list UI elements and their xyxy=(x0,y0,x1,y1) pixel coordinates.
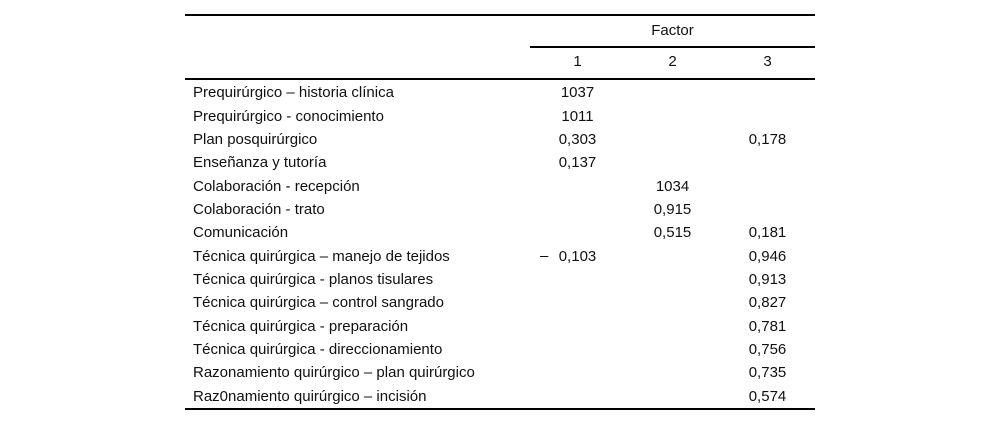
factor3-cell: 0,181 xyxy=(748,224,787,242)
table-top-rule xyxy=(185,14,815,16)
row-label: Colaboración - recepción xyxy=(193,177,360,195)
factor-spanner-rule xyxy=(530,46,815,48)
table-body: Prequirúrgico – historia clínica 1037 Pr… xyxy=(185,81,815,408)
factor3-cell: 0,574 xyxy=(748,387,787,405)
table-row: Colaboración - recepción 1034 xyxy=(185,174,815,197)
factor1-cell: 0,137 xyxy=(558,154,597,172)
row-label: Prequirúrgico - conocimiento xyxy=(193,107,384,125)
factor3-cell: 0,756 xyxy=(748,341,787,359)
row-label: Raz0namiento quirúrgico – incisión xyxy=(193,387,427,405)
row-label: Técnica quirúrgica - planos tisulares xyxy=(193,271,434,289)
table-row: Plan posquirúrgico 0,303 0,178 xyxy=(185,128,815,151)
row-label: Plan posquirúrgico xyxy=(193,130,318,148)
table-row: Enseñanza y tutoría 0,137 xyxy=(185,151,815,174)
factor1-cell: – 0,103 xyxy=(530,248,625,265)
table-row: Prequirúrgico – historia clínica 1037 xyxy=(185,81,815,104)
table-row: Técnica quirúrgica - planos tisulares 0,… xyxy=(185,268,815,291)
factor3-cell: 0,913 xyxy=(748,271,787,289)
row-label: Prequirúrgico – historia clínica xyxy=(193,84,394,102)
column-header-3: 3 xyxy=(763,53,772,70)
factor3-cell: 0,178 xyxy=(748,130,787,148)
table-row: Raz0namiento quirúrgico – incisión 0,574 xyxy=(185,385,815,408)
row-label: Razonamiento quirúrgico – plan quirúrgic… xyxy=(193,364,475,382)
row-label: Colaboración - trato xyxy=(193,200,325,218)
row-label: Técnica quirúrgica - preparación xyxy=(193,317,409,335)
factor-spanner-header: Factor xyxy=(651,22,694,39)
factor3-cell: 0,781 xyxy=(748,317,787,335)
negative-sign: – xyxy=(540,247,549,265)
factor3-cell: 0,827 xyxy=(748,294,787,312)
table-row: Técnica quirúrgica – manejo de tejidos –… xyxy=(185,245,815,268)
column-header-1: 1 xyxy=(573,53,582,70)
factor1-cell: 1011 xyxy=(561,107,594,125)
factor1-value: 0,103 xyxy=(558,247,597,265)
row-label: Enseñanza y tutoría xyxy=(193,154,327,172)
factor2-cell: 0,915 xyxy=(653,200,692,218)
row-label: Técnica quirúrgica – manejo de tejidos xyxy=(193,247,450,265)
factor1-cell: 0,303 xyxy=(558,130,597,148)
column-header-2: 2 xyxy=(668,53,677,70)
table-row: Comunicación 0,515 0,181 xyxy=(185,221,815,244)
table-row: Razonamiento quirúrgico – plan quirúrgic… xyxy=(185,361,815,384)
header-bottom-rule xyxy=(185,78,815,81)
factor3-cell: 0,946 xyxy=(748,247,787,265)
table-row: Técnica quirúrgica - direccionamiento 0,… xyxy=(185,338,815,361)
table-row: Técnica quirúrgica - preparación 0,781 xyxy=(185,315,815,338)
row-label: Comunicación xyxy=(193,224,289,242)
factor2-cell: 1034 xyxy=(655,177,690,195)
table-row: Técnica quirúrgica – control sangrado 0,… xyxy=(185,291,815,314)
table-bottom-rule xyxy=(185,408,815,410)
table-row: Colaboración - trato 0,915 xyxy=(185,198,815,221)
factor2-cell: 0,515 xyxy=(653,224,692,242)
row-label: Técnica quirúrgica – control sangrado xyxy=(193,294,444,312)
factor1-cell: 1037 xyxy=(560,84,595,102)
table-row: Prequirúrgico - conocimiento 1011 xyxy=(185,104,815,127)
column-headers: 1 2 3 xyxy=(530,53,815,70)
factor3-cell: 0,735 xyxy=(748,364,787,382)
row-label: Técnica quirúrgica - direccionamiento xyxy=(193,341,443,359)
